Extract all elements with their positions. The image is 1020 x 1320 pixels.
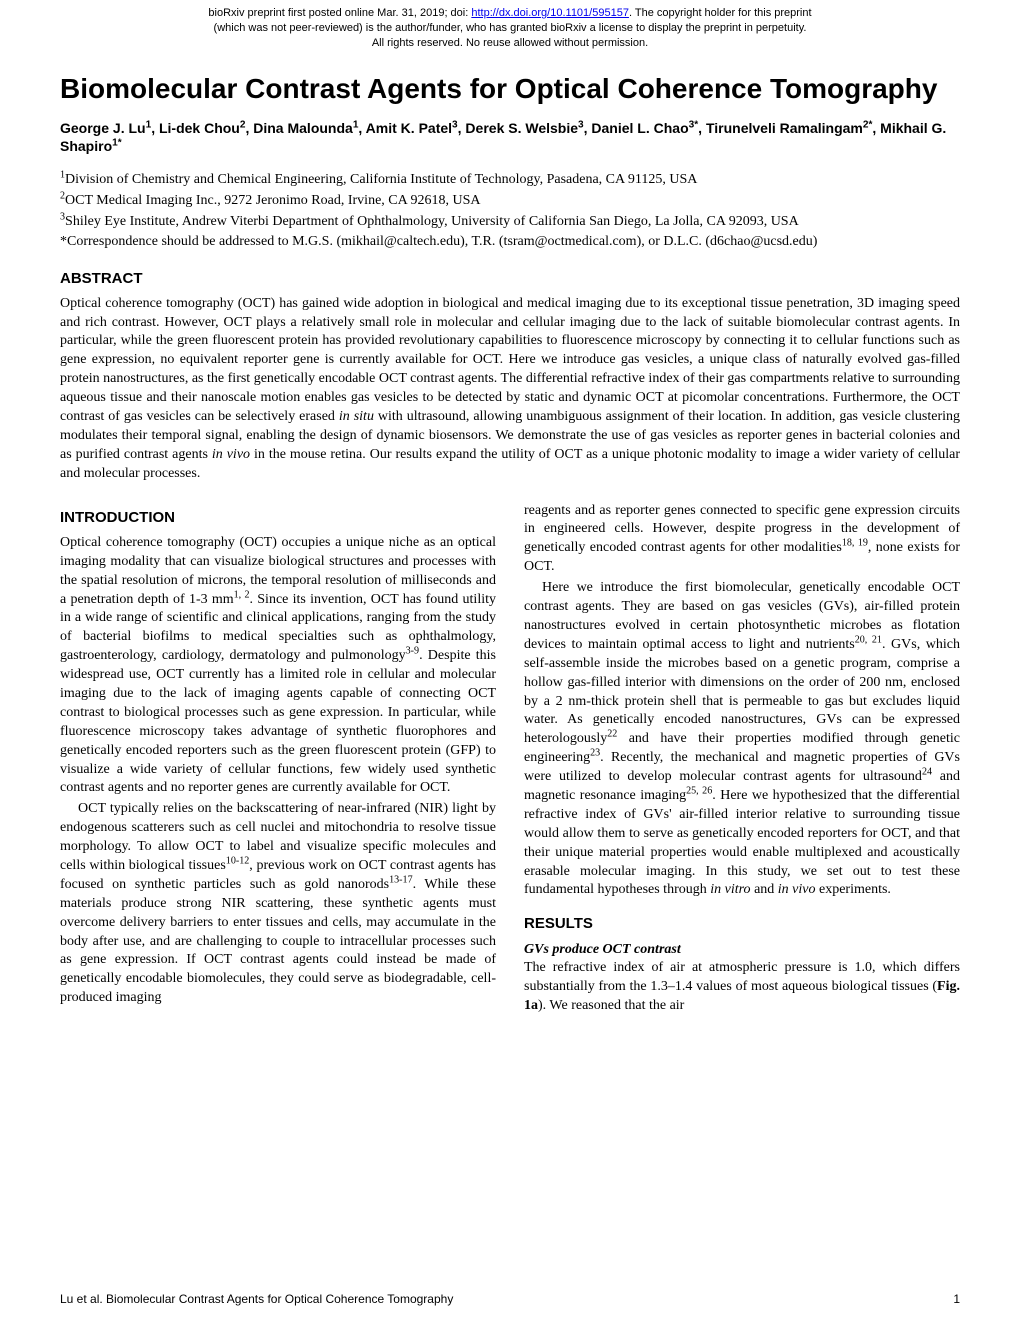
correspondence: *Correspondence should be addressed to M…	[60, 232, 960, 252]
affiliation-3: 3Shiley Eye Institute, Andrew Viterbi De…	[60, 212, 960, 232]
results-paragraph-1: The refractive index of air at atmospher…	[524, 959, 960, 1016]
intro-paragraph-1: Optical coherence tomography (OCT) occup…	[60, 534, 496, 798]
two-column-body: INTRODUCTION Optical coherence tomograph…	[60, 502, 960, 1019]
affiliations: 1Division of Chemistry and Chemical Engi…	[60, 170, 960, 251]
preprint-line1-pre: bioRxiv preprint first posted online Mar…	[208, 7, 471, 19]
page-footer: Lu et al. Biomolecular Contrast Agents f…	[60, 1292, 960, 1306]
preprint-header: bioRxiv preprint first posted online Mar…	[0, 0, 1020, 53]
authors-line: George J. Lu1, Li-dek Chou2, Dina Maloun…	[60, 119, 960, 157]
affiliation-1: 1Division of Chemistry and Chemical Engi…	[60, 170, 960, 190]
preprint-line3: All rights reserved. No reuse allowed wi…	[372, 37, 648, 49]
footer-page-number: 1	[953, 1292, 960, 1306]
results-heading: RESULTS	[524, 914, 960, 934]
results-subsection: GVs produce OCT contrast	[524, 941, 960, 960]
abstract-text: Optical coherence tomography (OCT) has g…	[60, 295, 960, 484]
intro-paragraph-4: Here we introduce the first biomolecular…	[524, 579, 960, 900]
intro-paragraph-3: reagents and as reporter genes connected…	[524, 502, 960, 578]
preprint-line1-post: . The copyright holder for this preprint	[629, 7, 812, 19]
intro-paragraph-2: OCT typically relies on the backscatteri…	[60, 800, 496, 1008]
abstract-heading: ABSTRACT	[60, 270, 960, 287]
introduction-heading: INTRODUCTION	[60, 508, 496, 528]
paper-title: Biomolecular Contrast Agents for Optical…	[60, 73, 960, 105]
footer-left: Lu et al. Biomolecular Contrast Agents f…	[60, 1292, 453, 1306]
affiliation-2: 2OCT Medical Imaging Inc., 9272 Jeronimo…	[60, 191, 960, 211]
page-content: Biomolecular Contrast Agents for Optical…	[0, 53, 1020, 1019]
doi-link[interactable]: http://dx.doi.org/10.1101/595157	[471, 7, 629, 19]
preprint-line2: (which was not peer-reviewed) is the aut…	[214, 22, 807, 34]
